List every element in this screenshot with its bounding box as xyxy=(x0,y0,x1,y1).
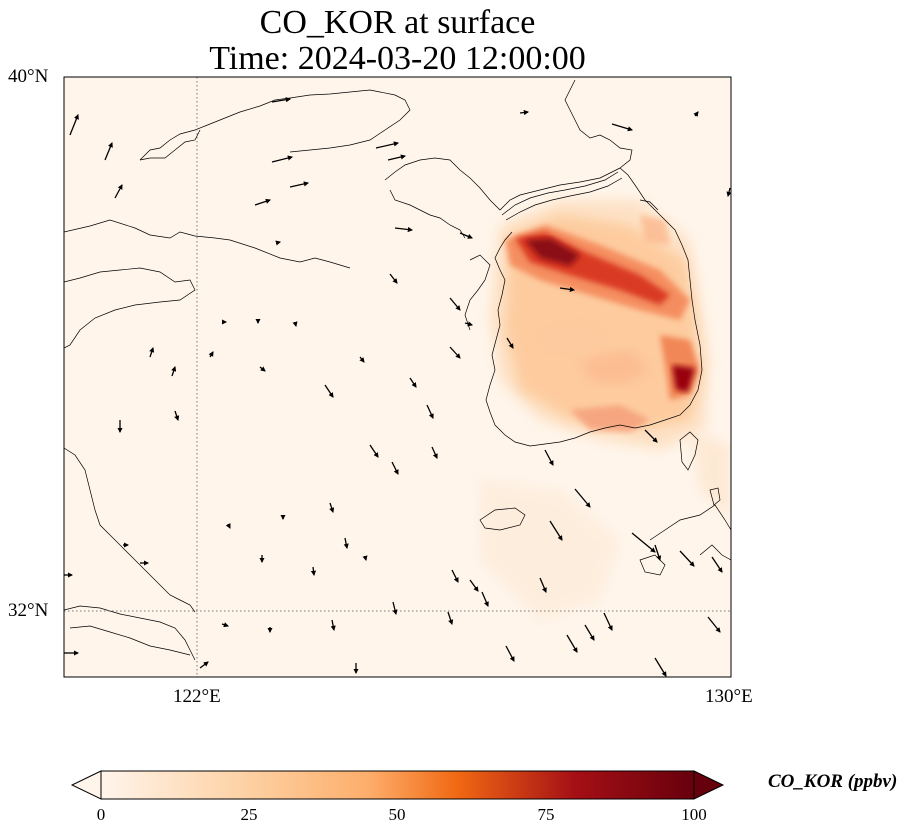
wind-arrow xyxy=(426,404,434,419)
wind-arrow xyxy=(519,109,530,116)
wind-arrow xyxy=(566,634,578,653)
wind-arrow xyxy=(104,142,113,161)
wind-arrow xyxy=(324,384,334,398)
wind-arrow xyxy=(559,286,576,292)
wind-arrow xyxy=(292,321,298,328)
wind-arrow xyxy=(693,111,699,117)
wind-arrow xyxy=(447,611,454,625)
wind-arrow xyxy=(271,97,292,103)
wind-arrow xyxy=(330,619,336,632)
wind-arrow xyxy=(459,232,473,239)
colorbar-extend-min xyxy=(70,770,102,800)
wind-arrow xyxy=(574,488,591,508)
wind-arrow xyxy=(359,356,365,363)
wind-arrow xyxy=(362,555,368,562)
wind-arrow xyxy=(506,337,514,349)
wind-arrow xyxy=(343,537,349,550)
colorbar xyxy=(70,770,725,800)
wind-arrow xyxy=(387,154,407,161)
colorbar-extend-max xyxy=(693,770,725,800)
wind-arrow xyxy=(392,601,398,616)
wind-arrow xyxy=(449,346,461,359)
wind-arrow xyxy=(549,520,563,541)
wind-arrow xyxy=(544,449,554,466)
wind-arrow xyxy=(254,198,271,206)
wind-arrow xyxy=(611,123,633,132)
colorbar-gradient xyxy=(101,771,694,799)
lat-tick-40n: 40°N xyxy=(8,66,49,87)
wind-arrow xyxy=(394,226,414,233)
wind-arrow xyxy=(329,502,335,513)
map-subtitle-time: Time: 2024-03-20 12:00:00 xyxy=(209,40,586,77)
wind-arrow xyxy=(505,645,515,662)
wind-arrow xyxy=(631,532,656,553)
wind-arrow xyxy=(221,622,229,628)
wind-arrow xyxy=(584,624,595,641)
wind-arrow xyxy=(289,181,310,188)
colorbar-tick-0: 0 xyxy=(96,805,106,824)
wind-arrow xyxy=(603,612,613,631)
wind-arrow xyxy=(275,240,282,246)
wind-arrow xyxy=(149,347,155,358)
co-concentration-field xyxy=(480,200,731,620)
colorbar-tick-75: 75 xyxy=(537,805,555,824)
map-title: CO_KOR at surface xyxy=(259,4,536,41)
wind-arrow xyxy=(375,141,400,149)
wind-arrow xyxy=(481,591,489,607)
wind-arrow xyxy=(679,550,695,567)
wind-arrow xyxy=(310,566,317,577)
wind-arrow xyxy=(171,366,177,377)
wind-arrow xyxy=(726,187,731,198)
wind-arrow xyxy=(259,366,266,372)
wind-arrow xyxy=(69,114,79,136)
wind-arrow xyxy=(389,273,398,284)
wind-arrow xyxy=(654,544,662,561)
wind-arrow xyxy=(539,577,547,593)
wind-arrow xyxy=(199,661,209,669)
colorbar-tick-50: 50 xyxy=(388,805,406,824)
wind-arrow xyxy=(654,657,667,677)
wind-arrow xyxy=(431,446,438,459)
lon-tick-122e: 122°E xyxy=(173,686,221,707)
coastlines xyxy=(64,79,731,661)
wind-arrow xyxy=(464,321,473,327)
map-frame xyxy=(63,76,732,678)
wind-arrow xyxy=(711,556,723,573)
colorbar-tick-25: 25 xyxy=(240,805,258,824)
wind-arrow xyxy=(469,579,479,592)
wind-arrow xyxy=(271,155,294,163)
colorbar-tick-100: 100 xyxy=(681,805,707,824)
wind-arrow xyxy=(174,410,180,421)
wind-arrow xyxy=(208,351,214,358)
wind-arrow xyxy=(225,523,231,529)
wind-arrow xyxy=(449,297,461,311)
wind-vectors xyxy=(64,97,731,677)
lat-tick-32n: 32°N xyxy=(8,600,49,621)
wind-arrow xyxy=(644,429,658,443)
wind-arrow xyxy=(409,377,417,388)
lon-tick-130e: 130°E xyxy=(705,686,753,707)
wind-arrow xyxy=(391,461,399,475)
wind-arrow xyxy=(114,184,123,199)
wind-arrow xyxy=(451,569,459,583)
wind-arrow xyxy=(369,444,379,458)
colorbar-label: CO_KOR (ppbv) xyxy=(768,771,898,792)
wind-arrow xyxy=(707,616,721,633)
